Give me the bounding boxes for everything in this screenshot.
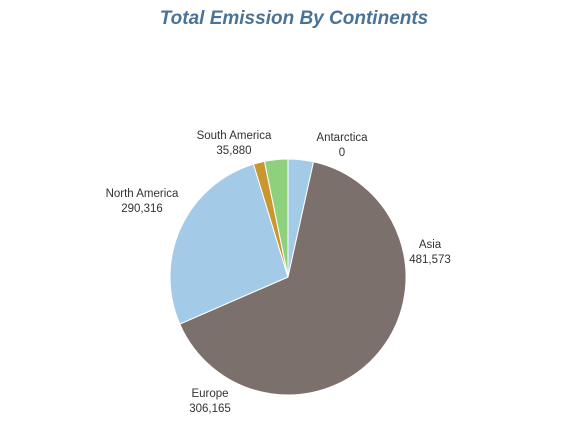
slice-value-europe: 306,165 [189,403,231,415]
slice-value-asia: 481,573 [409,254,451,266]
slice-label-south-america: South America [197,130,272,142]
slice-label-asia: Asia [419,239,442,251]
slice-value-antarctica: 0 [339,147,345,159]
pie-slice-asia [179,161,407,396]
pie-slice-south-america-2 [263,158,289,278]
pie-slice-north-america [169,163,289,325]
slice-label-europe: Europe [191,388,228,400]
slice-label-north-america: North America [106,188,179,200]
slice-value-south-america: 35,880 [216,145,251,157]
slice-label-antarctica: Antarctica [316,132,368,144]
slice-value-north-america: 290,316 [121,203,163,215]
chart-title: Total Emission By Continents [159,8,429,29]
